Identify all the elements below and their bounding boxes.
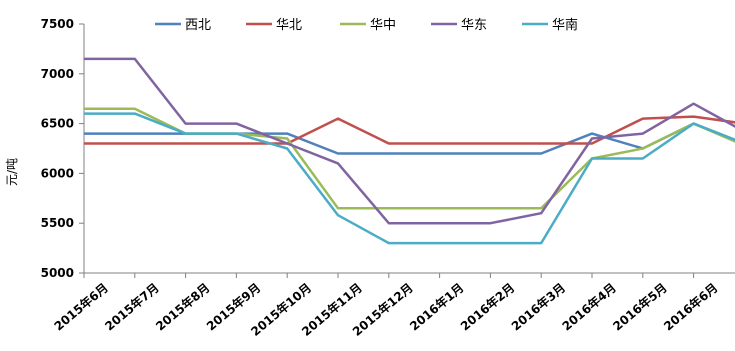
legend-item-1: 华北 bbox=[246, 18, 302, 33]
x-tick-label: 2015年6月 bbox=[51, 280, 111, 334]
series-lines bbox=[84, 57, 735, 245]
y-tick-label: 6000 bbox=[41, 166, 74, 180]
x-tick-label: 2016年3月 bbox=[508, 280, 568, 334]
x-tick-label: 2016年2月 bbox=[457, 280, 517, 334]
legend-label: 西北 bbox=[185, 18, 211, 33]
series-line-1 bbox=[84, 115, 735, 145]
x-tick-label: 2015年7月 bbox=[102, 280, 162, 334]
legend-label: 华中 bbox=[370, 18, 396, 33]
legend-item-3: 华东 bbox=[431, 18, 487, 33]
legend-label: 华北 bbox=[276, 18, 302, 33]
series-line-4 bbox=[84, 112, 735, 245]
y-axis-title-group: 元/吨 bbox=[5, 158, 19, 186]
legend-item-0: 西北 bbox=[155, 18, 211, 33]
x-tick-label: 2016年1月 bbox=[407, 280, 467, 334]
y-tick-label: 5500 bbox=[41, 216, 74, 230]
y-axis: 5000 5500 6000 6500 7000 7500 bbox=[41, 17, 85, 280]
y-axis-title: 元/吨 bbox=[5, 158, 19, 186]
legend-item-2: 华中 bbox=[340, 18, 396, 33]
x-tick-label: 2016年5月 bbox=[610, 280, 670, 334]
legend-label: 华东 bbox=[461, 18, 487, 33]
y-tick-label: 6500 bbox=[41, 117, 74, 131]
y-tick-label: 7000 bbox=[41, 67, 74, 81]
legend-item-4: 华南 bbox=[522, 17, 578, 33]
legend-label: 华南 bbox=[552, 17, 578, 33]
series-line-3 bbox=[84, 57, 735, 225]
legend: 西北 华北 华中 华东 华南 bbox=[155, 17, 578, 33]
y-tick-label: 5000 bbox=[41, 266, 74, 280]
x-axis: 2015年6月2015年7月2015年8月2015年9月2015年10月2015… bbox=[51, 272, 735, 339]
x-tick-label: 2016年4月 bbox=[559, 280, 619, 334]
y-tick-label: 7500 bbox=[41, 17, 74, 31]
x-tick-label: 2016年6月 bbox=[661, 280, 721, 334]
x-tick-label: 2015年8月 bbox=[153, 280, 213, 334]
